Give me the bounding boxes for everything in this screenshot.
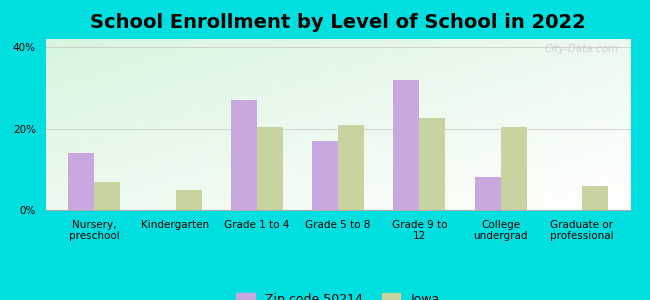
Bar [582,186,608,210]
Legend: Zip code 50214, Iowa: Zip code 50214, Iowa [231,288,445,300]
Title: School Enrollment by Level of School in 2022: School Enrollment by Level of School in … [90,13,586,32]
Bar [474,177,500,210]
Bar [500,127,526,210]
Bar [393,80,419,210]
Bar [68,153,94,210]
Text: City-Data.com: City-Data.com [545,44,619,54]
Bar [338,124,364,210]
Bar [312,141,338,210]
Bar [257,127,283,210]
Bar [231,100,257,210]
Bar [419,118,445,210]
Bar [176,190,202,210]
Bar [94,182,120,210]
